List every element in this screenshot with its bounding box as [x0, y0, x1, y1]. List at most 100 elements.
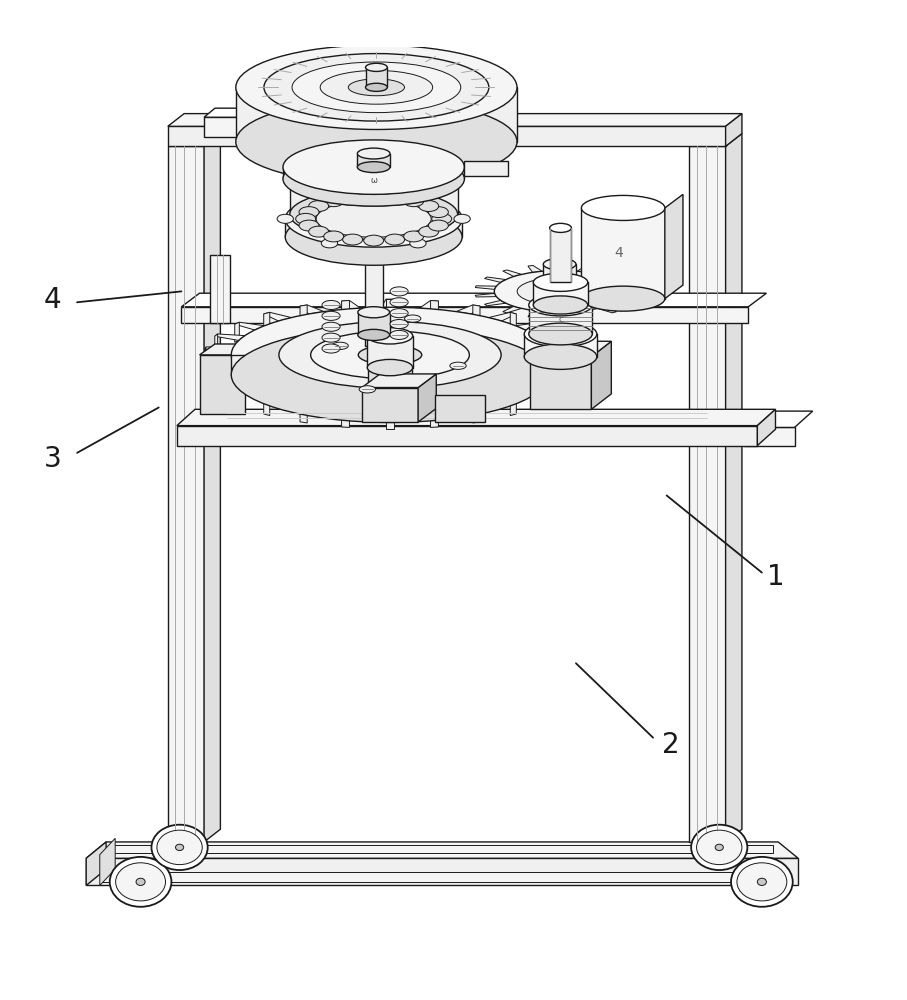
Polygon shape: [530, 357, 591, 409]
Ellipse shape: [231, 327, 549, 422]
Polygon shape: [511, 396, 516, 416]
Polygon shape: [431, 409, 438, 427]
Polygon shape: [543, 264, 576, 300]
Polygon shape: [86, 842, 798, 858]
Ellipse shape: [348, 79, 405, 96]
Ellipse shape: [321, 239, 337, 248]
Ellipse shape: [385, 193, 405, 204]
Ellipse shape: [283, 140, 464, 194]
Polygon shape: [375, 368, 405, 409]
Ellipse shape: [533, 296, 588, 314]
Ellipse shape: [390, 287, 408, 296]
Polygon shape: [456, 396, 480, 405]
Ellipse shape: [357, 329, 389, 340]
Polygon shape: [342, 400, 360, 409]
Polygon shape: [598, 306, 617, 313]
Polygon shape: [357, 312, 390, 335]
Ellipse shape: [358, 345, 422, 364]
Ellipse shape: [366, 83, 387, 91]
Ellipse shape: [757, 878, 766, 885]
Ellipse shape: [299, 207, 319, 218]
Polygon shape: [535, 334, 565, 340]
Text: 3: 3: [44, 445, 62, 473]
Text: ω: ω: [370, 176, 377, 185]
Polygon shape: [215, 334, 218, 354]
Polygon shape: [205, 360, 206, 381]
Polygon shape: [484, 300, 506, 306]
Ellipse shape: [322, 333, 340, 342]
Ellipse shape: [736, 863, 786, 901]
Ellipse shape: [581, 195, 665, 220]
Polygon shape: [113, 845, 773, 853]
Polygon shape: [386, 299, 394, 317]
Polygon shape: [204, 108, 464, 117]
Polygon shape: [342, 300, 349, 319]
Polygon shape: [210, 255, 230, 323]
Polygon shape: [623, 286, 644, 289]
Ellipse shape: [264, 54, 489, 121]
Polygon shape: [574, 360, 575, 381]
Polygon shape: [205, 347, 206, 368]
Ellipse shape: [404, 196, 424, 207]
Polygon shape: [367, 336, 413, 368]
Ellipse shape: [157, 830, 202, 865]
Polygon shape: [726, 134, 742, 842]
Polygon shape: [541, 322, 545, 342]
Ellipse shape: [390, 330, 408, 339]
Ellipse shape: [236, 100, 517, 184]
Polygon shape: [726, 114, 742, 146]
Ellipse shape: [357, 307, 389, 318]
Polygon shape: [529, 305, 592, 334]
Ellipse shape: [367, 328, 413, 344]
Ellipse shape: [550, 223, 571, 232]
Polygon shape: [300, 305, 324, 314]
Ellipse shape: [296, 213, 316, 224]
Ellipse shape: [115, 863, 165, 901]
Ellipse shape: [410, 239, 426, 248]
Ellipse shape: [322, 300, 340, 310]
Polygon shape: [515, 380, 545, 388]
Ellipse shape: [279, 322, 501, 388]
Polygon shape: [300, 305, 307, 324]
Polygon shape: [236, 87, 517, 142]
Polygon shape: [181, 293, 766, 307]
Polygon shape: [464, 161, 508, 176]
Ellipse shape: [364, 235, 384, 246]
Ellipse shape: [390, 298, 408, 307]
Polygon shape: [574, 347, 575, 368]
Ellipse shape: [410, 190, 426, 199]
Polygon shape: [168, 126, 726, 146]
Ellipse shape: [697, 830, 742, 865]
Polygon shape: [300, 404, 307, 423]
Ellipse shape: [289, 189, 457, 239]
Text: 2: 2: [662, 731, 680, 759]
Ellipse shape: [320, 70, 433, 104]
Polygon shape: [283, 167, 464, 179]
Polygon shape: [473, 404, 480, 423]
Ellipse shape: [390, 320, 408, 329]
Polygon shape: [264, 396, 269, 416]
Ellipse shape: [324, 196, 344, 207]
Polygon shape: [562, 374, 565, 394]
Polygon shape: [502, 306, 522, 313]
Polygon shape: [581, 208, 665, 299]
Ellipse shape: [359, 386, 375, 393]
Ellipse shape: [321, 190, 337, 199]
Ellipse shape: [292, 62, 461, 113]
Ellipse shape: [543, 286, 576, 297]
Polygon shape: [538, 300, 581, 341]
Ellipse shape: [715, 844, 724, 851]
Ellipse shape: [538, 334, 581, 349]
Polygon shape: [235, 380, 265, 388]
Ellipse shape: [357, 148, 390, 159]
Ellipse shape: [517, 278, 602, 305]
Ellipse shape: [428, 220, 448, 231]
Polygon shape: [562, 334, 565, 354]
Ellipse shape: [364, 192, 384, 203]
Ellipse shape: [308, 201, 328, 211]
Polygon shape: [365, 237, 383, 346]
Polygon shape: [368, 359, 412, 387]
Polygon shape: [744, 411, 813, 427]
Polygon shape: [235, 386, 239, 406]
Polygon shape: [577, 265, 591, 272]
